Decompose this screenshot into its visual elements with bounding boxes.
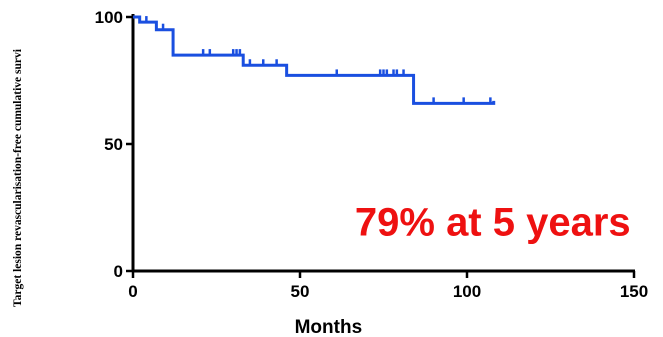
y-axis-title: Target lesion revascularisation-free cum… bbox=[12, 48, 24, 307]
y-tick-label: 50 bbox=[104, 135, 123, 154]
x-tick-label: 150 bbox=[620, 282, 648, 301]
x-tick-label: 50 bbox=[291, 282, 310, 301]
y-tick-label: 0 bbox=[114, 262, 123, 281]
x-tick-label: 100 bbox=[453, 282, 481, 301]
series-layer bbox=[133, 15, 496, 105]
annotation-label: 79% at 5 years bbox=[355, 200, 631, 244]
y-tick-label: 100 bbox=[95, 8, 123, 27]
axes: 0 50 100 150 0 50 100 bbox=[95, 8, 649, 301]
x-tick-label: 0 bbox=[128, 282, 137, 301]
survival-step-line bbox=[133, 15, 496, 105]
x-axis-title: Months bbox=[295, 317, 363, 337]
